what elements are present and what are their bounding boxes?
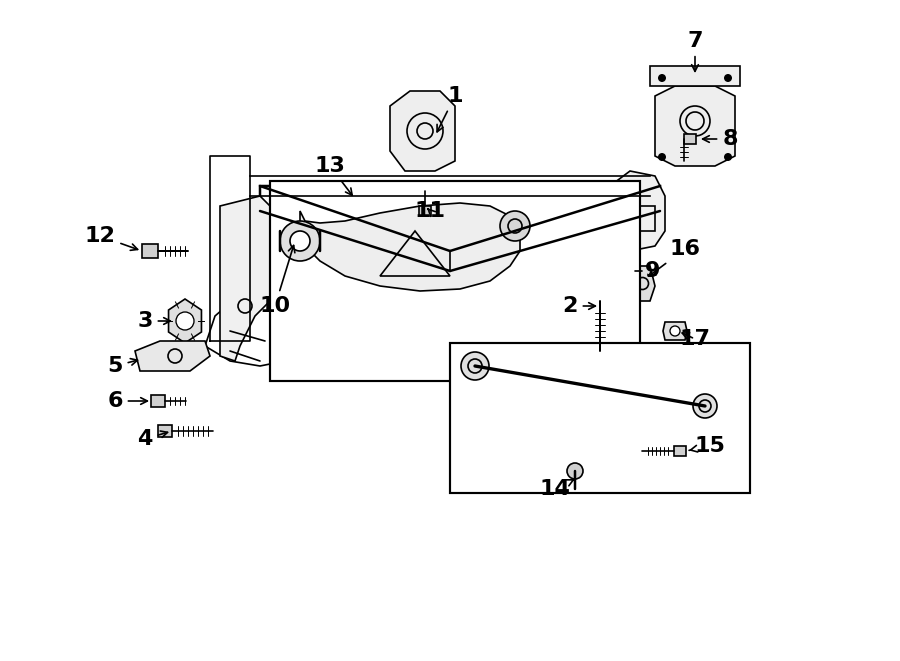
Polygon shape bbox=[650, 66, 740, 86]
Polygon shape bbox=[158, 425, 172, 437]
Circle shape bbox=[724, 74, 732, 82]
Text: 7: 7 bbox=[688, 31, 703, 71]
Polygon shape bbox=[135, 341, 210, 371]
Polygon shape bbox=[684, 134, 696, 144]
Circle shape bbox=[176, 312, 194, 330]
Text: 17: 17 bbox=[680, 329, 710, 349]
Circle shape bbox=[290, 231, 310, 251]
Circle shape bbox=[280, 221, 320, 261]
Polygon shape bbox=[220, 196, 270, 361]
Text: 5: 5 bbox=[107, 356, 138, 376]
Text: 11: 11 bbox=[415, 201, 446, 221]
Text: 15: 15 bbox=[689, 436, 725, 456]
Polygon shape bbox=[142, 244, 158, 258]
Polygon shape bbox=[663, 322, 687, 340]
Text: 16: 16 bbox=[649, 239, 700, 276]
Circle shape bbox=[670, 326, 680, 336]
Circle shape bbox=[693, 394, 717, 418]
Text: 9: 9 bbox=[645, 261, 661, 281]
Text: 13: 13 bbox=[315, 156, 352, 195]
Bar bbox=[270, 181, 640, 381]
Polygon shape bbox=[630, 266, 655, 301]
Circle shape bbox=[724, 153, 732, 161]
Text: 2: 2 bbox=[562, 296, 596, 316]
Circle shape bbox=[658, 153, 666, 161]
Circle shape bbox=[567, 463, 583, 479]
Polygon shape bbox=[655, 86, 735, 166]
Text: 14: 14 bbox=[540, 479, 573, 499]
Circle shape bbox=[658, 74, 666, 82]
Text: 1: 1 bbox=[437, 86, 463, 132]
Text: 10: 10 bbox=[259, 245, 295, 316]
Text: 12: 12 bbox=[85, 226, 138, 251]
Polygon shape bbox=[419, 206, 431, 216]
Text: 8: 8 bbox=[703, 129, 738, 149]
Polygon shape bbox=[390, 91, 455, 171]
Polygon shape bbox=[605, 171, 665, 251]
Polygon shape bbox=[151, 395, 165, 407]
Polygon shape bbox=[168, 299, 202, 343]
Bar bbox=[450, 343, 750, 493]
Polygon shape bbox=[594, 301, 606, 311]
Circle shape bbox=[337, 188, 373, 224]
Circle shape bbox=[500, 211, 530, 241]
Circle shape bbox=[461, 352, 489, 380]
Text: 4: 4 bbox=[138, 429, 167, 449]
Text: 6: 6 bbox=[107, 391, 148, 411]
Polygon shape bbox=[674, 446, 686, 456]
Circle shape bbox=[347, 198, 363, 214]
Text: 3: 3 bbox=[138, 311, 170, 331]
Polygon shape bbox=[300, 203, 520, 291]
